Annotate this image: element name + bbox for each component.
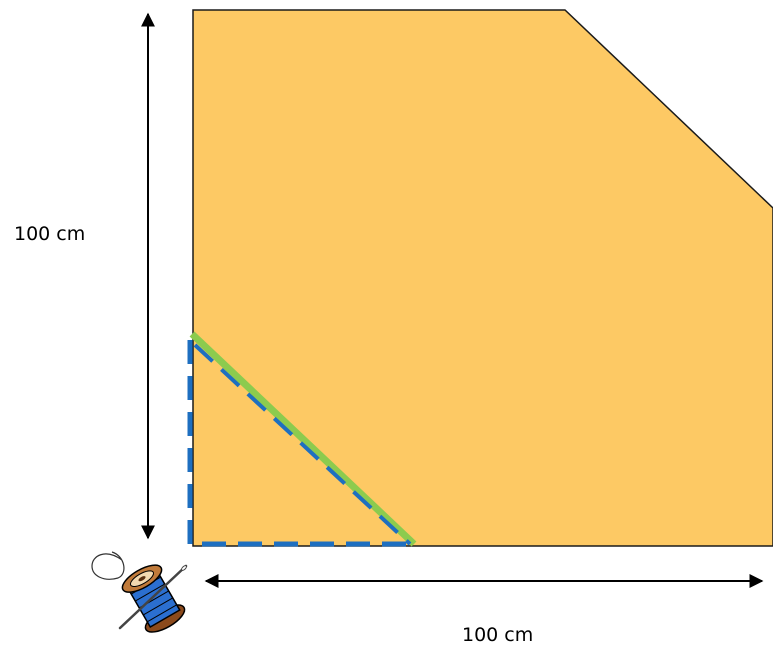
triangle-seam-hypotenuse xyxy=(193,343,412,546)
loose-thread xyxy=(91,551,125,580)
green-cut-line xyxy=(189,331,417,547)
horizontal-dimension-label: 100 cm xyxy=(462,624,534,646)
thread-spool-with-needle-icon xyxy=(91,551,188,633)
triangle-seam-outline xyxy=(187,340,413,547)
needle xyxy=(118,564,188,630)
vertical-dimension-label: 100 cm xyxy=(14,223,86,245)
fabric-piece xyxy=(192,9,773,547)
